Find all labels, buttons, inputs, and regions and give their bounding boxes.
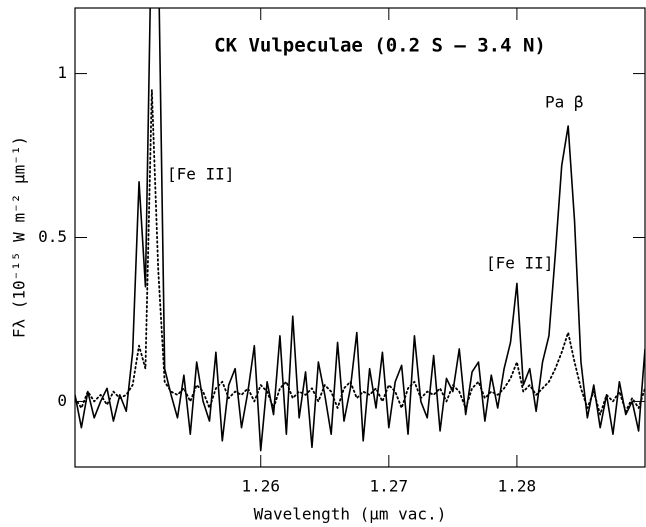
y-tick-label: 0.5 [38,227,67,246]
y-tick-label: 0 [57,391,67,410]
annotation: [Fe II] [167,165,234,184]
y-axis-label: Fλ (10⁻¹⁵ W m⁻² µm⁻¹) [10,136,29,338]
x-axis-label: Wavelength (µm vac.) [254,505,447,524]
x-tick-label: 1.28 [498,477,537,496]
plot-area [75,8,645,452]
spectrum-line [75,8,645,452]
y-tick-label: 1 [57,63,67,82]
x-tick-label: 1.27 [370,477,409,496]
x-tick-label: 1.26 [241,477,280,496]
chart-title: CK Vulpeculae (0.2 S – 3.4 N) [214,35,546,57]
annotation: Pa β [545,93,584,112]
annotation: [Fe II] [486,254,553,273]
spectrum-line [75,89,645,416]
